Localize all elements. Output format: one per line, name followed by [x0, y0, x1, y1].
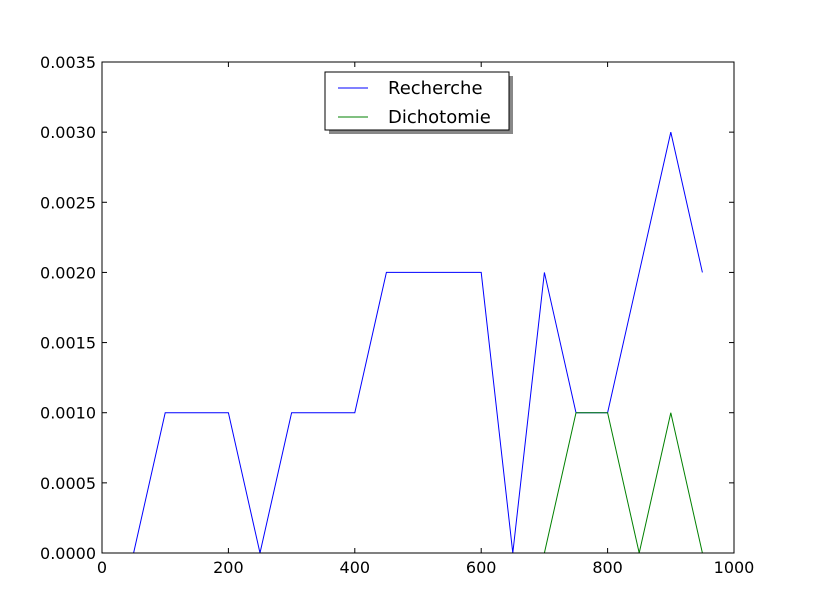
y-tick-label: 0.0030 [40, 123, 96, 142]
y-tick-label: 0.0020 [40, 263, 96, 282]
y-tick-label: 0.0010 [40, 404, 96, 423]
plot-area [102, 62, 734, 553]
x-tick-label: 800 [592, 558, 623, 577]
ticks-layer: 0 200 400 600 800 1000 0.0000 0.0005 0.0010 0.001… [40, 53, 754, 577]
y-tick-label: 0.0005 [40, 474, 96, 493]
plot-frame [101, 61, 735, 554]
y-tick-label: 0.0035 [40, 53, 96, 72]
y-tick-label: 0.0025 [40, 193, 96, 212]
legend-box [324, 71, 510, 131]
x-tick-label: 400 [340, 558, 371, 577]
y-tick-label: 0.0015 [40, 334, 96, 353]
legend-label-recherche: Recherche [388, 78, 483, 99]
x-tick-label: 200 [213, 558, 244, 577]
x-tick-label: 600 [466, 558, 497, 577]
x-tick-label: 1000 [714, 558, 755, 577]
legend-label-dichotomie: Dichotomie [388, 107, 491, 128]
y-tick-label: 0.0000 [40, 544, 96, 563]
legend: Recherche Dichotomie [324, 71, 513, 134]
x-tick-label: 0 [97, 558, 107, 577]
